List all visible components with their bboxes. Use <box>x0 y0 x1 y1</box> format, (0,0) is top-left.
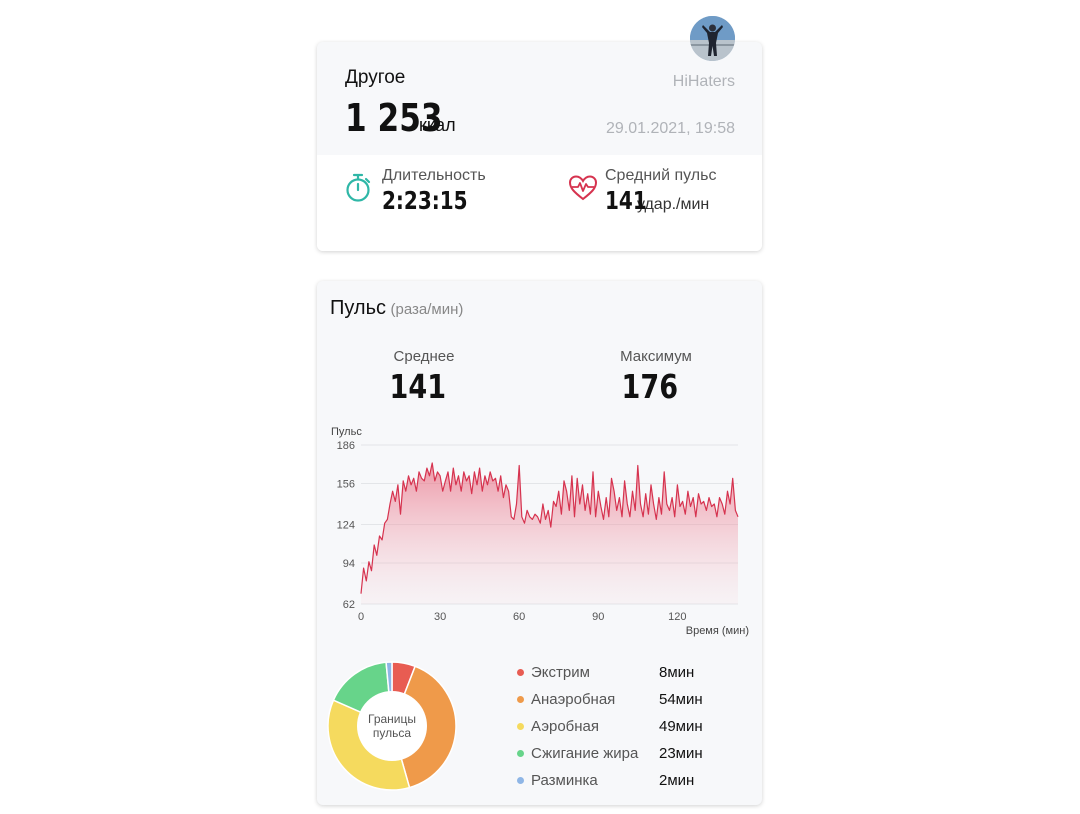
y-tick-label: 186 <box>337 440 355 452</box>
pulse-max-wrap: 176 <box>622 367 691 406</box>
x-tick-labels: 0 30 60 90 120 <box>358 611 687 623</box>
workout-datetime: 29.01.2021, 19:58 <box>605 120 735 137</box>
y-axis-label: Пульс <box>331 426 362 438</box>
pulse-unit: (раза/мин) <box>390 301 464 318</box>
y-tick-labels: 62 94 124 156 186 <box>337 440 355 611</box>
pulse-avg-wrap: 141 <box>390 367 459 406</box>
donut-center-label: Границы пульса <box>357 712 427 740</box>
pulse-header: Пульс (раза/мин) <box>330 297 463 320</box>
legend-dot <box>517 696 524 703</box>
x-tick-label: 90 <box>592 611 604 623</box>
calories-unit: ккал <box>419 115 456 135</box>
duration-row: 2:23:15 <box>382 186 489 215</box>
y-tick-label: 62 <box>343 599 355 611</box>
avg-pulse-row: 141удар./мин <box>605 186 709 215</box>
legend-value: 8мин <box>659 664 695 681</box>
heart-pulse-icon <box>568 175 598 201</box>
y-tick-label: 156 <box>337 478 355 490</box>
donut-hole <box>357 691 427 761</box>
user-name: HiHaters <box>672 73 735 90</box>
pulse-title: Пульс <box>330 297 387 319</box>
x-tick-label: 120 <box>668 611 686 623</box>
donut-title: Границы пульса <box>368 712 416 740</box>
legend-label: Анаэробная <box>531 691 616 708</box>
legend-value: 49мин <box>659 718 703 735</box>
legend-value: 54мин <box>659 691 703 708</box>
legend-dot <box>517 750 524 757</box>
duration-value: 2:23:15 <box>382 186 468 215</box>
pulse-avg-value: 141 <box>389 367 447 406</box>
duration-label: Длительность <box>382 167 486 184</box>
pulse-max-label: Максимум <box>620 348 692 365</box>
legend-dot <box>517 723 524 730</box>
legend-dot <box>517 669 524 676</box>
hr-line <box>360 462 739 594</box>
stopwatch-icon <box>346 173 371 202</box>
legend-label: Аэробная <box>531 718 600 735</box>
workout-summary-card <box>317 42 762 251</box>
calories-row: 1 253ккал <box>345 92 456 153</box>
legend-value: 2мин <box>659 772 695 789</box>
legend-label: Сжигание жира <box>531 745 639 762</box>
pulse-zones-donut <box>327 661 457 791</box>
avg-pulse-unit: удар./мин <box>637 196 710 213</box>
legend-value: 23мин <box>659 745 703 762</box>
summary-stats-area <box>317 155 762 251</box>
x-tick-label: 30 <box>434 611 446 623</box>
legend-label: Разминка <box>531 772 598 789</box>
pulse-avg-label: Среднее <box>393 348 455 365</box>
x-tick-label: 0 <box>358 611 364 623</box>
hr-area <box>361 463 738 604</box>
x-tick-label: 60 <box>513 611 525 623</box>
workout-type: Другое <box>345 67 406 88</box>
y-tick-label: 124 <box>337 520 355 532</box>
x-axis-label: Время (мин) <box>686 625 749 637</box>
avg-pulse-label: Средний пульс <box>605 167 717 184</box>
y-tick-label: 94 <box>343 558 355 570</box>
legend-label: Экстрим <box>531 664 590 681</box>
pulse-max-value: 176 <box>621 367 679 406</box>
legend-dot <box>517 777 524 784</box>
